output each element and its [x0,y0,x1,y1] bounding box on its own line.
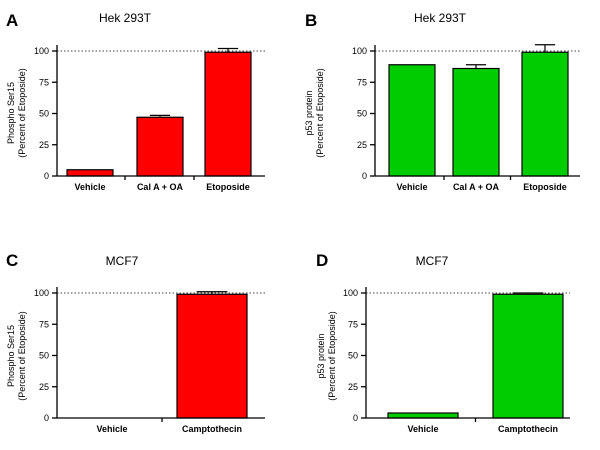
x-tick-label-b-0: Vehicle [396,182,427,192]
y-tick-label-a: 0 [44,171,49,181]
y-tick-label-c: 75 [39,319,49,329]
y-axis-label-line: (Percent of Etoposide) [327,311,337,401]
panel-letter-b: B [305,11,317,30]
bar-b-1 [452,67,500,177]
bar-b-0 [388,64,436,177]
y-tick-label-c: 0 [44,413,49,423]
y-tick-label-c: 50 [39,351,49,361]
y-tick-label-a: 50 [39,109,49,119]
x-tick-label-a-0: Vehicle [74,182,105,192]
y-axis-label-line: (Percent of Etoposide) [17,68,27,158]
y-tick-label-b: 25 [357,140,367,150]
bar-a-0 [66,169,114,177]
x-tick-label-c-1: Camptothecin [182,424,242,434]
y-axis-label-line: Phospho Ser15 [6,325,16,387]
bar-d-1 [492,293,564,419]
y-tick-label-c: 100 [34,288,49,298]
y-tick-label-a: 100 [34,46,49,56]
bar-a-1 [136,116,184,177]
bar-d-0 [387,412,459,419]
y-tick-label-b: 50 [357,109,367,119]
y-tick-label-b: 100 [352,46,367,56]
panel-letter-d: D [316,251,328,270]
bar-c-1 [176,293,248,419]
y-tick-label-a: 25 [39,140,49,150]
y-tick-label-a: 75 [39,77,49,87]
y-tick-label-d: 0 [353,413,358,423]
y-axis-label-a: Phospho Ser15(Percent of Etoposide) [6,68,27,158]
y-tick-label-b: 0 [362,171,367,181]
y-axis-label-line: p53 protein [316,333,326,378]
bar-b-2 [521,51,569,177]
panel-letter-a: A [6,11,18,30]
chart-title-b: Hek 293T [414,11,467,25]
x-tick-label-d-0: Vehicle [407,424,438,434]
y-axis-label-line: (Percent of Etoposide) [315,68,325,158]
x-tick-label-b-2: Etoposide [523,182,567,192]
panel-letter-c: C [6,251,18,270]
y-tick-label-c: 25 [39,382,49,392]
y-axis-label-b: p53 protein(Percent of Etoposide) [304,68,325,158]
chart-title-a: Hek 293T [99,11,152,25]
y-axis-label-d: p53 protein(Percent of Etoposide) [316,311,337,401]
x-tick-label-a-1: Cal A + OA [137,182,184,192]
x-tick-label-c-0: Vehicle [96,424,127,434]
x-tick-label-a-2: Etoposide [206,182,250,192]
chart-title-d: MCF7 [416,254,449,268]
x-tick-label-b-1: Cal A + OA [453,182,500,192]
y-tick-label-d: 75 [348,319,358,329]
y-tick-label-d: 100 [343,288,358,298]
y-axis-label-line: p53 protein [304,90,314,135]
y-tick-label-d: 25 [348,382,358,392]
y-axis-label-line: (Percent of Etoposide) [17,311,27,401]
y-tick-label-d: 50 [348,351,358,361]
chart-title-c: MCF7 [106,254,139,268]
y-axis-label-line: Phospho Ser15 [6,82,16,144]
y-axis-label-c: Phospho Ser15(Percent of Etoposide) [6,311,27,401]
x-tick-label-d-1: Camptothecin [498,424,558,434]
bar-a-2 [204,51,252,177]
y-tick-label-b: 75 [357,77,367,87]
